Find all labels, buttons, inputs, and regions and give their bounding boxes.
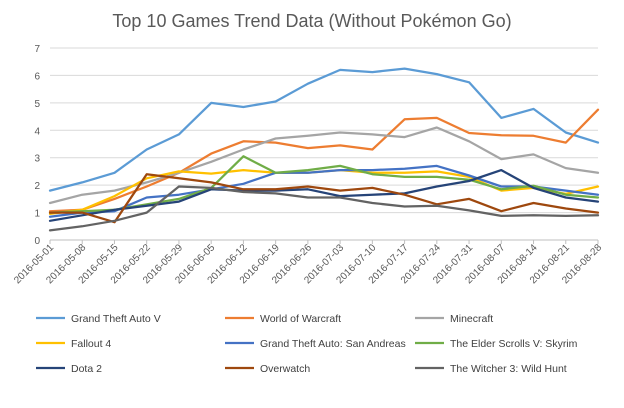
legend-item: Fallout 4 (36, 338, 111, 350)
legend: Grand Theft Auto V World of Warcraft Minec… (36, 313, 578, 375)
legend-label: The Witcher 3: Wild Hunt (450, 363, 567, 375)
y-tick-label: 6 (34, 71, 40, 82)
legend-item: Overwatch (225, 363, 310, 375)
legend-label: Fallout 4 (71, 338, 111, 350)
legend-label: Dota 2 (71, 363, 102, 375)
legend-label: Overwatch (260, 363, 310, 375)
grid-lines (50, 47, 598, 241)
legend-item: World of Warcraft (225, 313, 341, 325)
legend-item: Grand Theft Auto: San Andreas (225, 338, 406, 350)
legend-item: Minecraft (415, 313, 493, 325)
series-line-5 (48, 164, 600, 218)
legend-item: Grand Theft Auto V (36, 313, 161, 325)
series-line-7 (48, 168, 600, 222)
y-tick-label: 1 (34, 209, 40, 220)
series-line-6 (48, 155, 600, 214)
series-line-1 (48, 67, 600, 192)
legend-label: Grand Theft Auto: San Andreas (260, 338, 406, 350)
legend-label: World of Warcraft (260, 313, 341, 325)
legend-item: Dota 2 (36, 363, 102, 375)
legend-label: The Elder Scrolls V: Skyrim (450, 338, 578, 350)
y-tick-label: 5 (34, 99, 40, 110)
y-axis: 0 1 2 3 4 5 6 7 (34, 44, 40, 247)
series-lines (48, 67, 600, 232)
legend-label: Minecraft (450, 313, 493, 325)
y-tick-label: 4 (34, 126, 40, 137)
y-tick-label: 7 (34, 44, 40, 55)
chart-title: Top 10 Games Trend Data (Without Pokémon… (112, 11, 511, 31)
x-axis: 2016-05-012016-05-082016-05-152016-05-22… (12, 240, 604, 286)
legend-item: The Witcher 3: Wild Hunt (415, 363, 567, 375)
legend-item: The Elder Scrolls V: Skyrim (415, 338, 578, 350)
series-line-9 (48, 185, 600, 232)
legend-label: Grand Theft Auto V (71, 313, 161, 325)
series-line-8 (48, 173, 600, 224)
y-tick-label: 0 (34, 236, 40, 247)
y-tick-label: 3 (34, 154, 40, 165)
series-line-2 (48, 108, 600, 213)
y-tick-label: 2 (34, 181, 40, 192)
